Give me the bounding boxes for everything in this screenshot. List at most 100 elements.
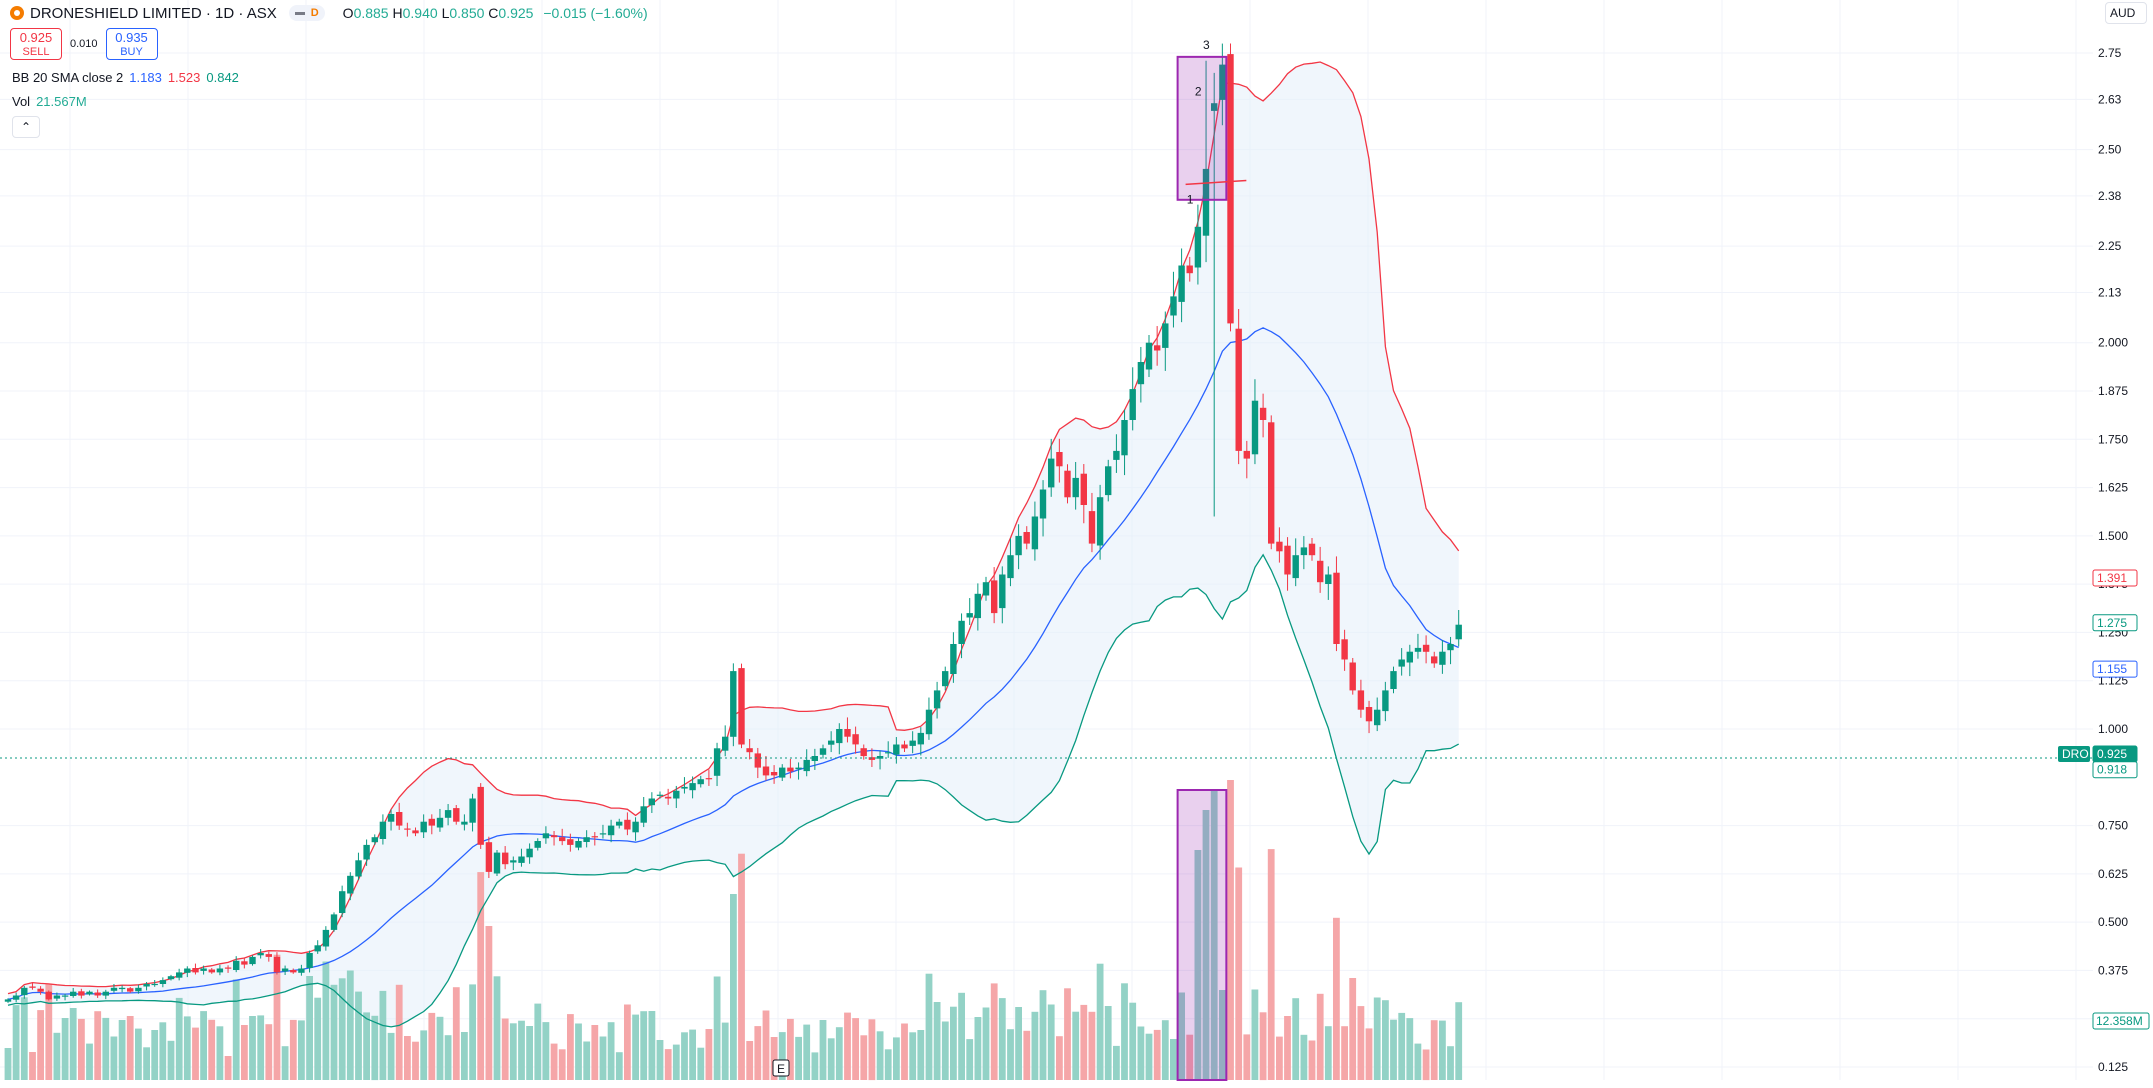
candle[interactable] [730, 663, 737, 747]
candle[interactable] [958, 613, 965, 659]
candle[interactable] [885, 741, 892, 758]
candle[interactable] [159, 977, 167, 988]
candle[interactable] [1211, 72, 1218, 517]
candle[interactable] [844, 717, 851, 743]
candle[interactable] [290, 968, 297, 974]
candle[interactable] [314, 940, 321, 954]
candle[interactable] [1031, 501, 1039, 561]
candle[interactable] [1414, 633, 1422, 659]
candle[interactable] [12, 992, 20, 1003]
candle[interactable] [1170, 271, 1177, 328]
candle[interactable] [151, 980, 158, 987]
candle[interactable] [1439, 640, 1446, 674]
candle[interactable] [811, 748, 818, 770]
candle[interactable] [322, 926, 330, 951]
candle[interactable] [925, 697, 933, 740]
candle[interactable] [1276, 527, 1283, 563]
candle[interactable] [216, 964, 224, 976]
collapse-legend-button[interactable]: ⌃ [12, 116, 40, 138]
candle[interactable] [1422, 635, 1430, 664]
candle[interactable] [1186, 256, 1193, 282]
candle[interactable] [29, 982, 36, 990]
candle[interactable] [1056, 438, 1063, 483]
candle[interactable] [828, 731, 835, 753]
candle[interactable] [681, 777, 688, 794]
candle[interactable] [534, 838, 541, 851]
candle[interactable] [176, 968, 183, 981]
earnings-marker[interactable]: E [772, 1059, 790, 1077]
currency-selector[interactable]: AUD [2105, 2, 2147, 24]
candle[interactable] [1325, 566, 1332, 600]
candle[interactable] [1341, 629, 1348, 671]
candle[interactable] [4, 998, 12, 1003]
candle[interactable] [664, 788, 672, 805]
candle[interactable] [991, 567, 998, 624]
candle[interactable] [396, 802, 403, 830]
candle[interactable] [1194, 204, 1202, 285]
candle[interactable] [999, 566, 1006, 624]
bollinger-legend[interactable]: BB 20 SMA close 2 1.183 1.523 0.842 [12, 70, 239, 85]
candle[interactable] [355, 852, 362, 881]
market-status-pill[interactable]: D [288, 5, 325, 21]
candle[interactable] [1406, 644, 1413, 677]
candle[interactable] [607, 819, 615, 843]
candle[interactable] [689, 776, 696, 799]
candle[interactable] [78, 988, 85, 999]
candle[interactable] [110, 983, 118, 993]
candle[interactable] [1202, 60, 1210, 263]
trend-line[interactable] [1185, 179, 1247, 186]
candle[interactable] [1317, 546, 1324, 593]
candle[interactable] [339, 885, 346, 918]
candle[interactable] [746, 738, 753, 760]
candle[interactable] [1284, 537, 1291, 591]
candle[interactable] [648, 792, 655, 813]
candle[interactable] [45, 990, 52, 1001]
candle[interactable] [1374, 697, 1381, 732]
candle[interactable] [550, 830, 558, 846]
candle[interactable] [770, 765, 778, 784]
candle[interactable] [444, 804, 452, 826]
candle[interactable] [1015, 524, 1022, 570]
candle[interactable] [640, 796, 647, 828]
candle[interactable] [1268, 415, 1275, 550]
candle[interactable] [94, 989, 101, 998]
candle[interactable] [656, 791, 664, 799]
candle[interactable] [37, 986, 44, 995]
candle[interactable] [200, 965, 207, 975]
candle[interactable] [1455, 609, 1462, 647]
candle[interactable] [70, 987, 77, 998]
candle[interactable] [1007, 538, 1014, 587]
candle[interactable] [1390, 666, 1397, 694]
candle[interactable] [502, 846, 509, 870]
candle[interactable] [1154, 326, 1161, 366]
candle[interactable] [624, 812, 631, 836]
candle[interactable] [1251, 379, 1259, 465]
candle[interactable] [257, 948, 264, 959]
candle[interactable] [436, 808, 444, 832]
candle[interactable] [330, 912, 338, 932]
candle[interactable] [1064, 464, 1071, 504]
candle[interactable] [412, 827, 419, 837]
candle[interactable] [917, 727, 924, 756]
candle[interactable] [1105, 459, 1112, 502]
candle[interactable] [697, 775, 704, 788]
candle[interactable] [1088, 492, 1096, 553]
candle[interactable] [102, 989, 109, 1000]
candle[interactable] [974, 583, 981, 631]
candle[interactable] [616, 818, 623, 829]
candle[interactable] [738, 663, 745, 749]
candle[interactable] [1235, 309, 1242, 465]
candle[interactable] [982, 576, 990, 601]
candle[interactable] [722, 725, 729, 757]
candle[interactable] [779, 764, 786, 781]
candle[interactable] [1048, 438, 1055, 497]
candle[interactable] [86, 990, 93, 996]
candle[interactable] [118, 985, 126, 993]
candle[interactable] [901, 740, 908, 752]
candle[interactable] [754, 747, 761, 779]
candle[interactable] [347, 872, 354, 901]
candle[interactable] [1357, 679, 1365, 718]
candle[interactable] [1129, 367, 1136, 431]
candle[interactable] [762, 756, 770, 781]
candle[interactable] [420, 814, 427, 839]
